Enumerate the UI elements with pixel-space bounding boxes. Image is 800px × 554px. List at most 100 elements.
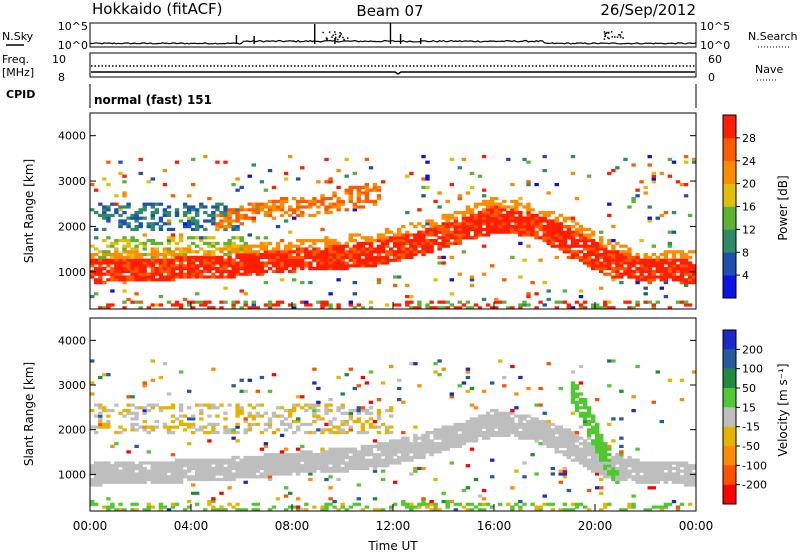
heatmap-cell xyxy=(425,502,430,506)
heatmap-cell xyxy=(344,264,349,268)
heatmap-cell xyxy=(558,442,563,446)
heatmap-cell xyxy=(631,475,636,479)
heatmap-cell xyxy=(683,475,689,479)
heatmap-cell xyxy=(203,466,208,471)
heatmap-cell xyxy=(134,480,139,484)
heatmap-cell xyxy=(376,261,382,265)
heatmap-cell xyxy=(643,300,648,304)
heatmap-cell xyxy=(631,464,636,468)
heatmap-cell xyxy=(445,433,450,437)
heatmap-cell xyxy=(477,211,483,215)
heatmap-cell xyxy=(441,425,446,429)
heatmap-cell xyxy=(292,216,297,220)
heatmap-cell xyxy=(591,233,596,237)
heatmap-cell xyxy=(360,205,366,209)
heatmap-cell xyxy=(211,255,216,259)
heatmap-cell xyxy=(461,442,467,446)
heatmap-cell xyxy=(417,303,422,307)
heatmap-cell xyxy=(566,433,572,437)
heatmap-cell xyxy=(106,183,111,187)
heatmap-cell xyxy=(514,433,519,437)
heatmap-cell xyxy=(170,258,176,262)
heatmap-cell xyxy=(574,233,580,237)
heatmap-cell xyxy=(324,450,329,454)
heatmap-cell xyxy=(215,477,220,482)
heatmap-cell xyxy=(138,464,143,468)
heatmap-cell xyxy=(166,236,172,240)
heatmap-cell xyxy=(324,403,329,407)
heatmap-cell xyxy=(227,464,232,468)
heatmap-cell xyxy=(243,303,248,307)
heatmap-cell xyxy=(469,306,475,310)
heatmap-cell xyxy=(292,406,297,410)
heatmap-cell xyxy=(417,447,422,451)
heatmap-cell xyxy=(574,395,580,399)
heatmap-cell xyxy=(102,469,107,473)
heatmap-cell xyxy=(586,247,592,251)
heatmap-cell xyxy=(477,428,483,432)
heatmap-cell xyxy=(611,359,616,363)
heatmap-cell xyxy=(344,431,349,435)
heatmap-cell xyxy=(146,431,151,435)
heatmap-cell xyxy=(122,269,127,273)
heatmap-cell xyxy=(348,414,353,418)
heatmap-cell xyxy=(316,253,321,257)
heatmap-cell xyxy=(288,253,293,257)
heatmap-cell xyxy=(449,236,454,240)
heatmap-cell xyxy=(586,253,592,257)
heatmap-cell xyxy=(154,247,159,251)
heatmap-cell xyxy=(538,225,543,229)
heatmap-cell xyxy=(146,469,151,473)
heatmap-cell xyxy=(150,261,155,265)
heatmap-cell xyxy=(332,250,337,254)
colorbar-swatch xyxy=(723,484,736,505)
heatmap-cell xyxy=(98,202,103,206)
heatmap-cell xyxy=(586,444,592,448)
heatmap-cell xyxy=(122,281,127,285)
heatmap-cell xyxy=(146,505,151,509)
heatmap-cell xyxy=(457,306,462,310)
heatmap-cell xyxy=(308,303,313,307)
heatmap-cell xyxy=(187,208,192,212)
heatmap-cell xyxy=(239,378,244,382)
heatmap-cell xyxy=(271,255,277,259)
heatmap-cell xyxy=(441,241,446,245)
heatmap-cell xyxy=(223,264,228,268)
heatmap-cell xyxy=(574,253,580,257)
heatmap-cell xyxy=(211,222,216,226)
heatmap-cell xyxy=(586,442,592,446)
heatmap-cell xyxy=(288,258,293,262)
heatmap-cell xyxy=(481,422,487,426)
heatmap-cell xyxy=(409,253,414,257)
heatmap-cell xyxy=(288,255,293,259)
heatmap-cell xyxy=(203,477,208,482)
heatmap-cell xyxy=(263,461,269,465)
heatmap-cell xyxy=(187,461,192,465)
heatmap-cell xyxy=(639,239,644,243)
heatmap-cell xyxy=(328,398,333,402)
heatmap-cell xyxy=(263,253,269,257)
colorbar-swatch xyxy=(723,368,736,389)
heatmap-cell xyxy=(288,505,293,509)
heatmap-cell xyxy=(360,236,366,240)
heatmap-cell xyxy=(506,428,511,432)
heatmap-cell xyxy=(126,239,131,243)
heatmap-cell xyxy=(457,241,462,245)
heatmap-cell xyxy=(304,469,309,473)
heatmap-cell xyxy=(546,233,551,237)
heatmap-cell xyxy=(457,197,462,201)
heatmap-cell xyxy=(182,253,188,257)
heatmap-cell xyxy=(158,409,164,413)
heatmap-cell xyxy=(538,442,543,446)
heatmap-cell xyxy=(251,264,256,268)
heatmap-cell xyxy=(235,247,240,251)
heatmap-cell xyxy=(106,475,111,479)
heatmap-cell xyxy=(348,185,353,189)
heatmap-cell xyxy=(445,300,450,304)
heatmap-cell xyxy=(655,275,660,279)
heatmap-cell xyxy=(106,469,111,473)
heatmap-cell xyxy=(384,253,390,257)
heatmap-cell xyxy=(498,420,503,424)
heatmap-cell xyxy=(526,433,531,437)
heatmap-cell xyxy=(174,267,180,271)
